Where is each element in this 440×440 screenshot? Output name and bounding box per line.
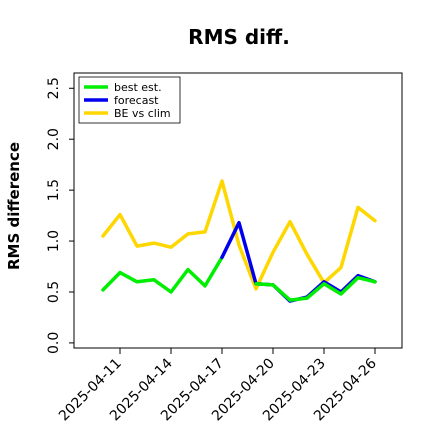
y-tick-label: 2.0	[46, 128, 62, 150]
y-axis: 0.0 0.5 1.0 1.5 2.0 2.5	[46, 77, 74, 354]
y-tick-label: 0.5	[46, 281, 62, 303]
series-line-3	[254, 275, 377, 302]
series-lines	[101, 179, 377, 303]
legend-entry: forecast	[114, 94, 159, 107]
series-line-0	[101, 255, 224, 294]
legend-entry: best est.	[114, 81, 162, 94]
plot-area-frame	[73, 72, 403, 349]
series-line-2	[101, 179, 377, 291]
legend-entry: BE vs clim	[114, 107, 171, 120]
x-axis: 2025-04-112025-04-142025-04-172025-04-20…	[56, 348, 380, 424]
y-tick-label: 0.0	[46, 332, 62, 354]
y-axis-label: RMS difference	[5, 142, 23, 270]
chart-title: RMS diff.	[188, 25, 290, 49]
y-tick-label: 1.5	[46, 179, 62, 201]
y-tick-label: 1.0	[46, 230, 62, 252]
y-tick-label: 2.5	[46, 77, 62, 99]
